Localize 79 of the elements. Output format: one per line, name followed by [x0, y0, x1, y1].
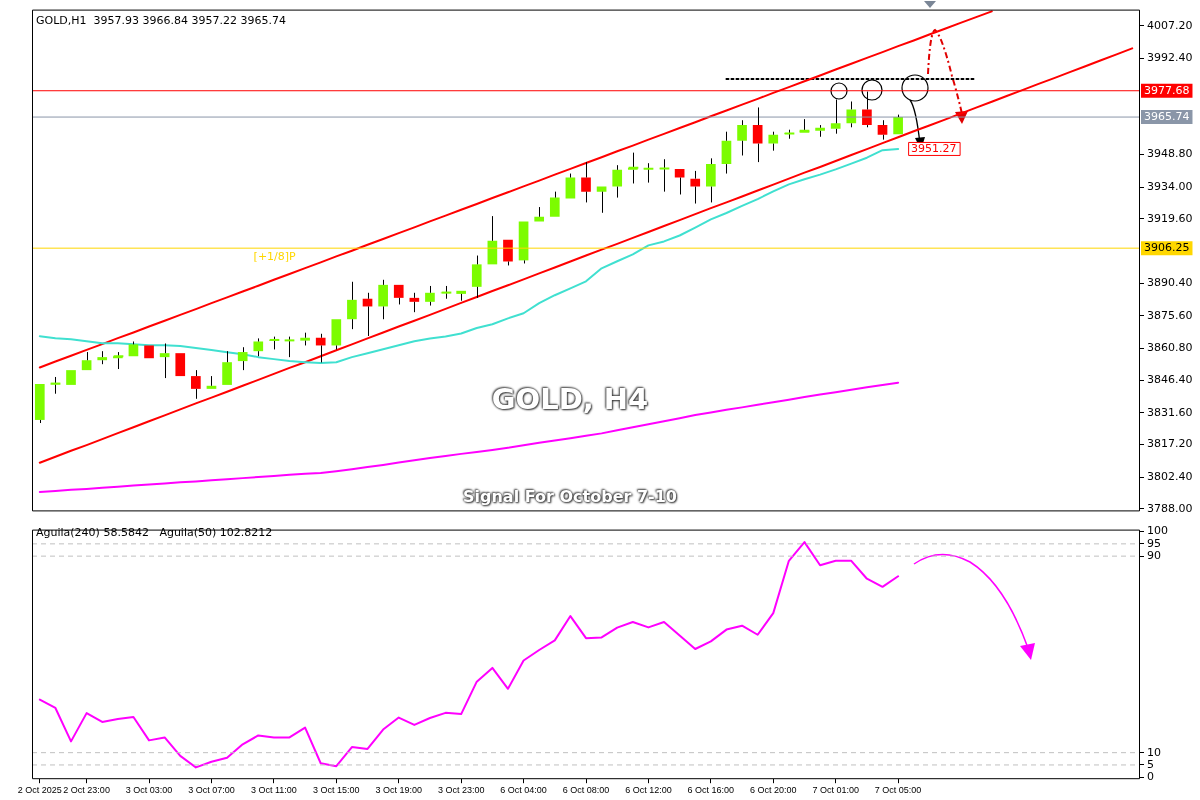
candlestick — [347, 281, 357, 330]
y-tick-label: 3788.00 — [1147, 501, 1193, 515]
candlestick — [128, 340, 139, 357]
x-tick-label: 2 Oct 23:00 — [63, 785, 110, 796]
candlestick — [830, 99, 841, 135]
y-tick-label: 3948.80 — [1147, 147, 1193, 161]
candlestick — [674, 168, 685, 195]
candlestick — [721, 131, 732, 175]
candlestick — [222, 350, 232, 385]
x-tick-label: 6 Oct 12:00 — [625, 785, 672, 796]
candlestick — [815, 124, 825, 138]
y-tick-label: 100 — [1147, 524, 1168, 538]
candlestick — [378, 279, 388, 320]
y-tick-label: 10 — [1147, 745, 1161, 759]
candlestick — [409, 292, 420, 313]
y-tick-label: 3802.40 — [1147, 469, 1193, 483]
candlestick — [690, 170, 701, 205]
candlestick — [893, 114, 903, 135]
x-tick-label: 3 Oct 23:00 — [437, 785, 485, 796]
candlestick — [206, 375, 217, 389]
y-tick-label: 3890.40 — [1147, 275, 1193, 289]
x-tick-label: 6 Oct 16:00 — [687, 785, 735, 796]
y-tick-label: 3860.80 — [1147, 341, 1193, 355]
x-tick-label: 3 Oct 11:00 — [250, 785, 297, 796]
candlestick — [752, 106, 763, 163]
candlestick — [503, 239, 513, 266]
candlestick — [300, 332, 310, 346]
candlestick — [331, 319, 342, 350]
candlestick — [253, 337, 264, 357]
candlestick — [596, 186, 607, 214]
annotation: GOLD,H1 3957.93 3966.84 3957.22 3965.74 — [36, 13, 286, 27]
candlestick — [315, 333, 326, 363]
x-tick-label: 3 Oct 15:00 — [313, 785, 360, 796]
x-tick-label: 3 Oct 03:00 — [125, 785, 173, 796]
candlestick — [425, 285, 435, 307]
x-tick-label: 6 Oct 20:00 — [750, 785, 797, 796]
candlestick — [581, 161, 591, 203]
y-tick-label: 3817.20 — [1147, 437, 1193, 451]
y-tick-label: 3934.00 — [1147, 179, 1193, 193]
candlestick — [549, 191, 560, 217]
candlestick — [706, 157, 716, 203]
x-tick-label: 7 Oct 01:00 — [812, 785, 859, 796]
candlestick — [237, 346, 248, 371]
y-tick-label: 3992.40 — [1147, 51, 1193, 65]
annotation: [+1/8]P — [253, 249, 297, 263]
text: Signal For October 7-10 — [461, 487, 679, 506]
y-tick-label: 3846.40 — [1147, 372, 1193, 386]
x-tick-label: 3 Oct 19:00 — [375, 785, 422, 796]
candlestick — [612, 164, 623, 199]
candlestick — [191, 369, 201, 400]
ref-line-label: 3977.68 — [1144, 83, 1190, 97]
y-tick-label: 95 — [1147, 536, 1161, 550]
y-tick-label: 3831.60 — [1147, 405, 1193, 419]
candlestick — [144, 345, 154, 359]
y-tick-label: 4007.20 — [1147, 18, 1193, 32]
candlestick — [175, 353, 186, 377]
ref-line-label: 3965.74 — [1144, 109, 1190, 123]
text: GOLD, H4 — [490, 382, 650, 416]
y-tick-label: 3919.60 — [1147, 211, 1193, 225]
x-tick-label: 6 Oct 04:00 — [500, 785, 547, 796]
candlestick — [456, 290, 466, 302]
candlestick — [34, 384, 45, 424]
x-tick-label: 6 Oct 08:00 — [562, 785, 610, 796]
candlestick — [768, 131, 779, 152]
candlestick — [81, 351, 92, 371]
y-tick-label: 5 — [1147, 757, 1154, 771]
candlestick — [97, 350, 108, 365]
y-tick-label: 0 — [1147, 770, 1154, 784]
x-tick-label: 7 Oct 05:00 — [874, 785, 922, 796]
y-tick-label: 90 — [1147, 548, 1161, 562]
candlestick — [737, 119, 747, 156]
y-tick-label: 3875.60 — [1147, 308, 1193, 322]
candlestick — [471, 255, 482, 299]
annotation: 3951.27 — [911, 141, 957, 155]
candlestick — [159, 342, 170, 379]
x-tick-label: 2 Oct 2025 — [17, 785, 62, 796]
ref-line-label: 3906.25 — [1144, 241, 1190, 255]
x-tick-label: 3 Oct 07:00 — [188, 785, 235, 796]
candlestick — [877, 119, 888, 141]
